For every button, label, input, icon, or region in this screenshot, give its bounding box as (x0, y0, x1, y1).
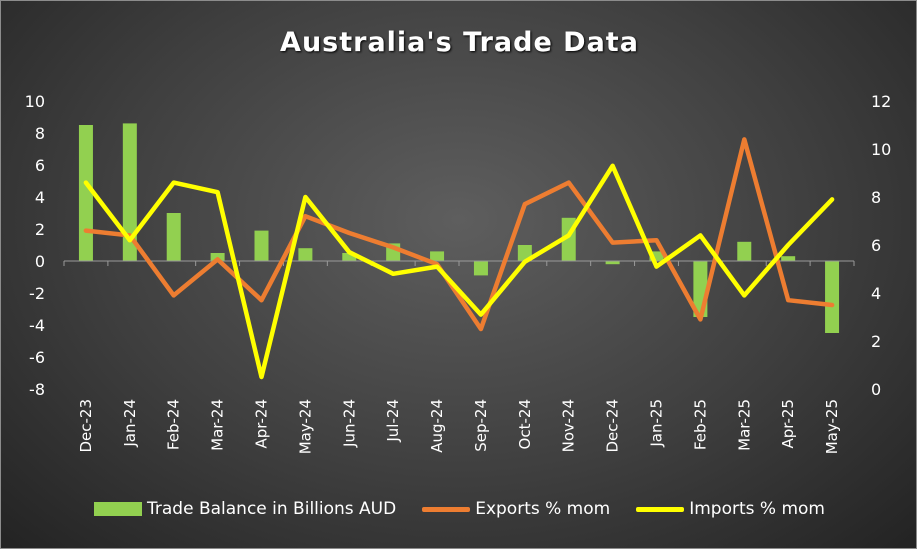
bar-jan-24 (122, 123, 137, 262)
x-tick-label: May-25 (823, 399, 841, 454)
x-tick-label: Dec-23 (77, 399, 95, 453)
x-tick-label: Oct-24 (516, 399, 534, 449)
x-tick-label: Jun-24 (340, 399, 358, 448)
y-left-tick-label: 6 (35, 156, 45, 175)
y-right-tick-label: 4 (871, 284, 881, 303)
y-right-tick-label: 2 (871, 332, 881, 351)
x-tick-label: Apr-25 (779, 399, 797, 449)
x-tick-label: Aug-24 (428, 399, 446, 453)
y-left-tick-label: -4 (29, 316, 45, 335)
y-left-tick-label: 10 (25, 92, 45, 111)
y-right-tick-label: 10 (871, 140, 891, 159)
x-tick-label: Dec-24 (604, 399, 622, 453)
bar-feb-24 (166, 213, 181, 261)
legend-item-trade-balance: Trade Balance in Billions AUD (94, 499, 396, 519)
bar-mar-25 (737, 241, 752, 261)
bar-dec-24 (605, 261, 620, 265)
y-left-tick-label: 8 (35, 124, 45, 143)
legend-label-imports: Imports % mom (689, 499, 825, 519)
bar-mar-24 (210, 253, 225, 261)
x-tick-label: Sep-24 (472, 399, 490, 452)
y-left-tick-label: 2 (35, 220, 45, 239)
y-left-tick-label: 0 (35, 252, 45, 271)
x-tick-label: May-24 (296, 399, 314, 454)
bar-apr-24 (254, 230, 269, 261)
y-right-tick-label: 12 (871, 92, 891, 111)
x-tick-label: Feb-24 (165, 399, 183, 450)
bar-apr-25 (781, 256, 796, 261)
line-imports-mom (83, 163, 835, 380)
x-tick-label: Apr-24 (253, 399, 271, 449)
x-tick-label: Jul-24 (384, 399, 402, 443)
x-tick-label: Jan-24 (121, 399, 139, 448)
legend-swatch-trade-balance (94, 502, 142, 516)
y-left-tick-label: -2 (29, 284, 45, 303)
legend-item-exports: Exports % mom (422, 499, 610, 519)
line-exports-mom (83, 137, 835, 332)
legend-swatch-exports (422, 506, 471, 512)
bar-dec-23 (78, 125, 93, 261)
bar-may-25 (825, 261, 840, 333)
bar-aug-24 (430, 251, 445, 261)
legend-item-imports: Imports % mom (636, 499, 825, 519)
bar-jun-24 (342, 253, 357, 261)
legend-swatch-imports (636, 506, 685, 512)
bar-sep-24 (473, 261, 488, 276)
x-tick-label: Nov-24 (560, 399, 578, 452)
legend: Trade Balance in Billions AUD Exports % … (1, 499, 916, 519)
y-left-tick-label: -6 (29, 348, 45, 367)
legend-label-exports: Exports % mom (475, 499, 611, 519)
x-tick-label: Mar-24 (209, 399, 227, 451)
y-left-tick-label: 4 (35, 188, 45, 207)
y-right-tick-label: 6 (871, 236, 881, 255)
bar-may-24 (298, 248, 313, 261)
bar-oct-24 (517, 245, 532, 261)
x-tick-label: Jan-25 (648, 399, 666, 448)
bar-jan-25 (649, 251, 664, 261)
y-right-tick-label: 8 (871, 188, 881, 207)
y-right-tick-label: 0 (871, 380, 881, 399)
y-left-tick-label: -8 (29, 380, 45, 399)
x-tick-label: Feb-25 (691, 399, 709, 450)
chart-title: Australia's Trade Data (280, 27, 639, 58)
x-tick-label: Mar-25 (735, 399, 753, 451)
legend-label-trade-balance: Trade Balance in Billions AUD (147, 499, 397, 519)
